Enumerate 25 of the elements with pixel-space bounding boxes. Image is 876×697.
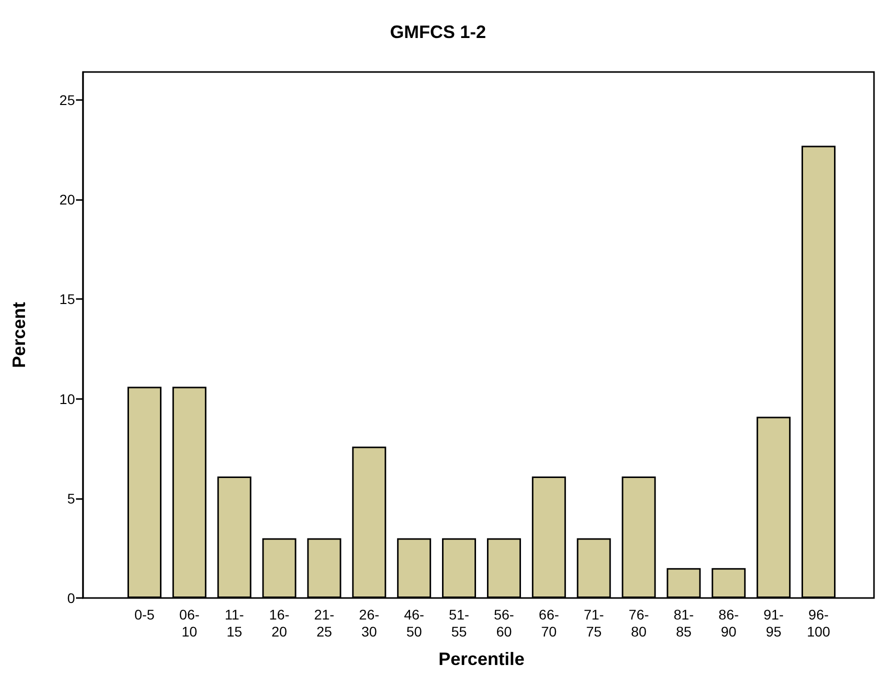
y-tick-label: 0 — [67, 590, 76, 606]
y-tick-label: 20 — [59, 192, 76, 208]
x-tick-label: 46-50 — [404, 606, 425, 640]
x-tick-label: 81-85 — [674, 606, 694, 640]
x-tick-label: 66-70 — [538, 606, 560, 640]
y-tick-label: 10 — [59, 390, 76, 407]
x-tick-label: 86-90 — [718, 606, 740, 640]
x-tick-label: 21-25 — [314, 606, 335, 640]
x-tick-label: 06-10 — [179, 606, 200, 640]
x-tick-label: 0-5 — [134, 606, 155, 622]
y-tick-label: 5 — [67, 490, 76, 506]
x-tick-label: 91-95 — [763, 606, 784, 640]
x-axis-title: Percentile — [438, 649, 525, 669]
x-tick-label: 76-80 — [628, 606, 650, 640]
x-tick-label: 11-15 — [224, 606, 244, 640]
x-tick-label: 26-30 — [359, 606, 380, 640]
x-tick-label: 56-60 — [494, 606, 514, 640]
y-tick-label: 25 — [59, 92, 76, 108]
x-tick-label: 51-55 — [448, 606, 470, 640]
x-tick-label: 71-75 — [584, 606, 604, 640]
y-axis-title: Percent — [9, 302, 29, 368]
chart-title: GMFCS 1-2 — [390, 22, 486, 42]
y-tick-label: 15 — [59, 291, 76, 308]
x-tick-label: 16-20 — [269, 606, 290, 640]
x-tick-label: 96-100 — [806, 606, 830, 640]
